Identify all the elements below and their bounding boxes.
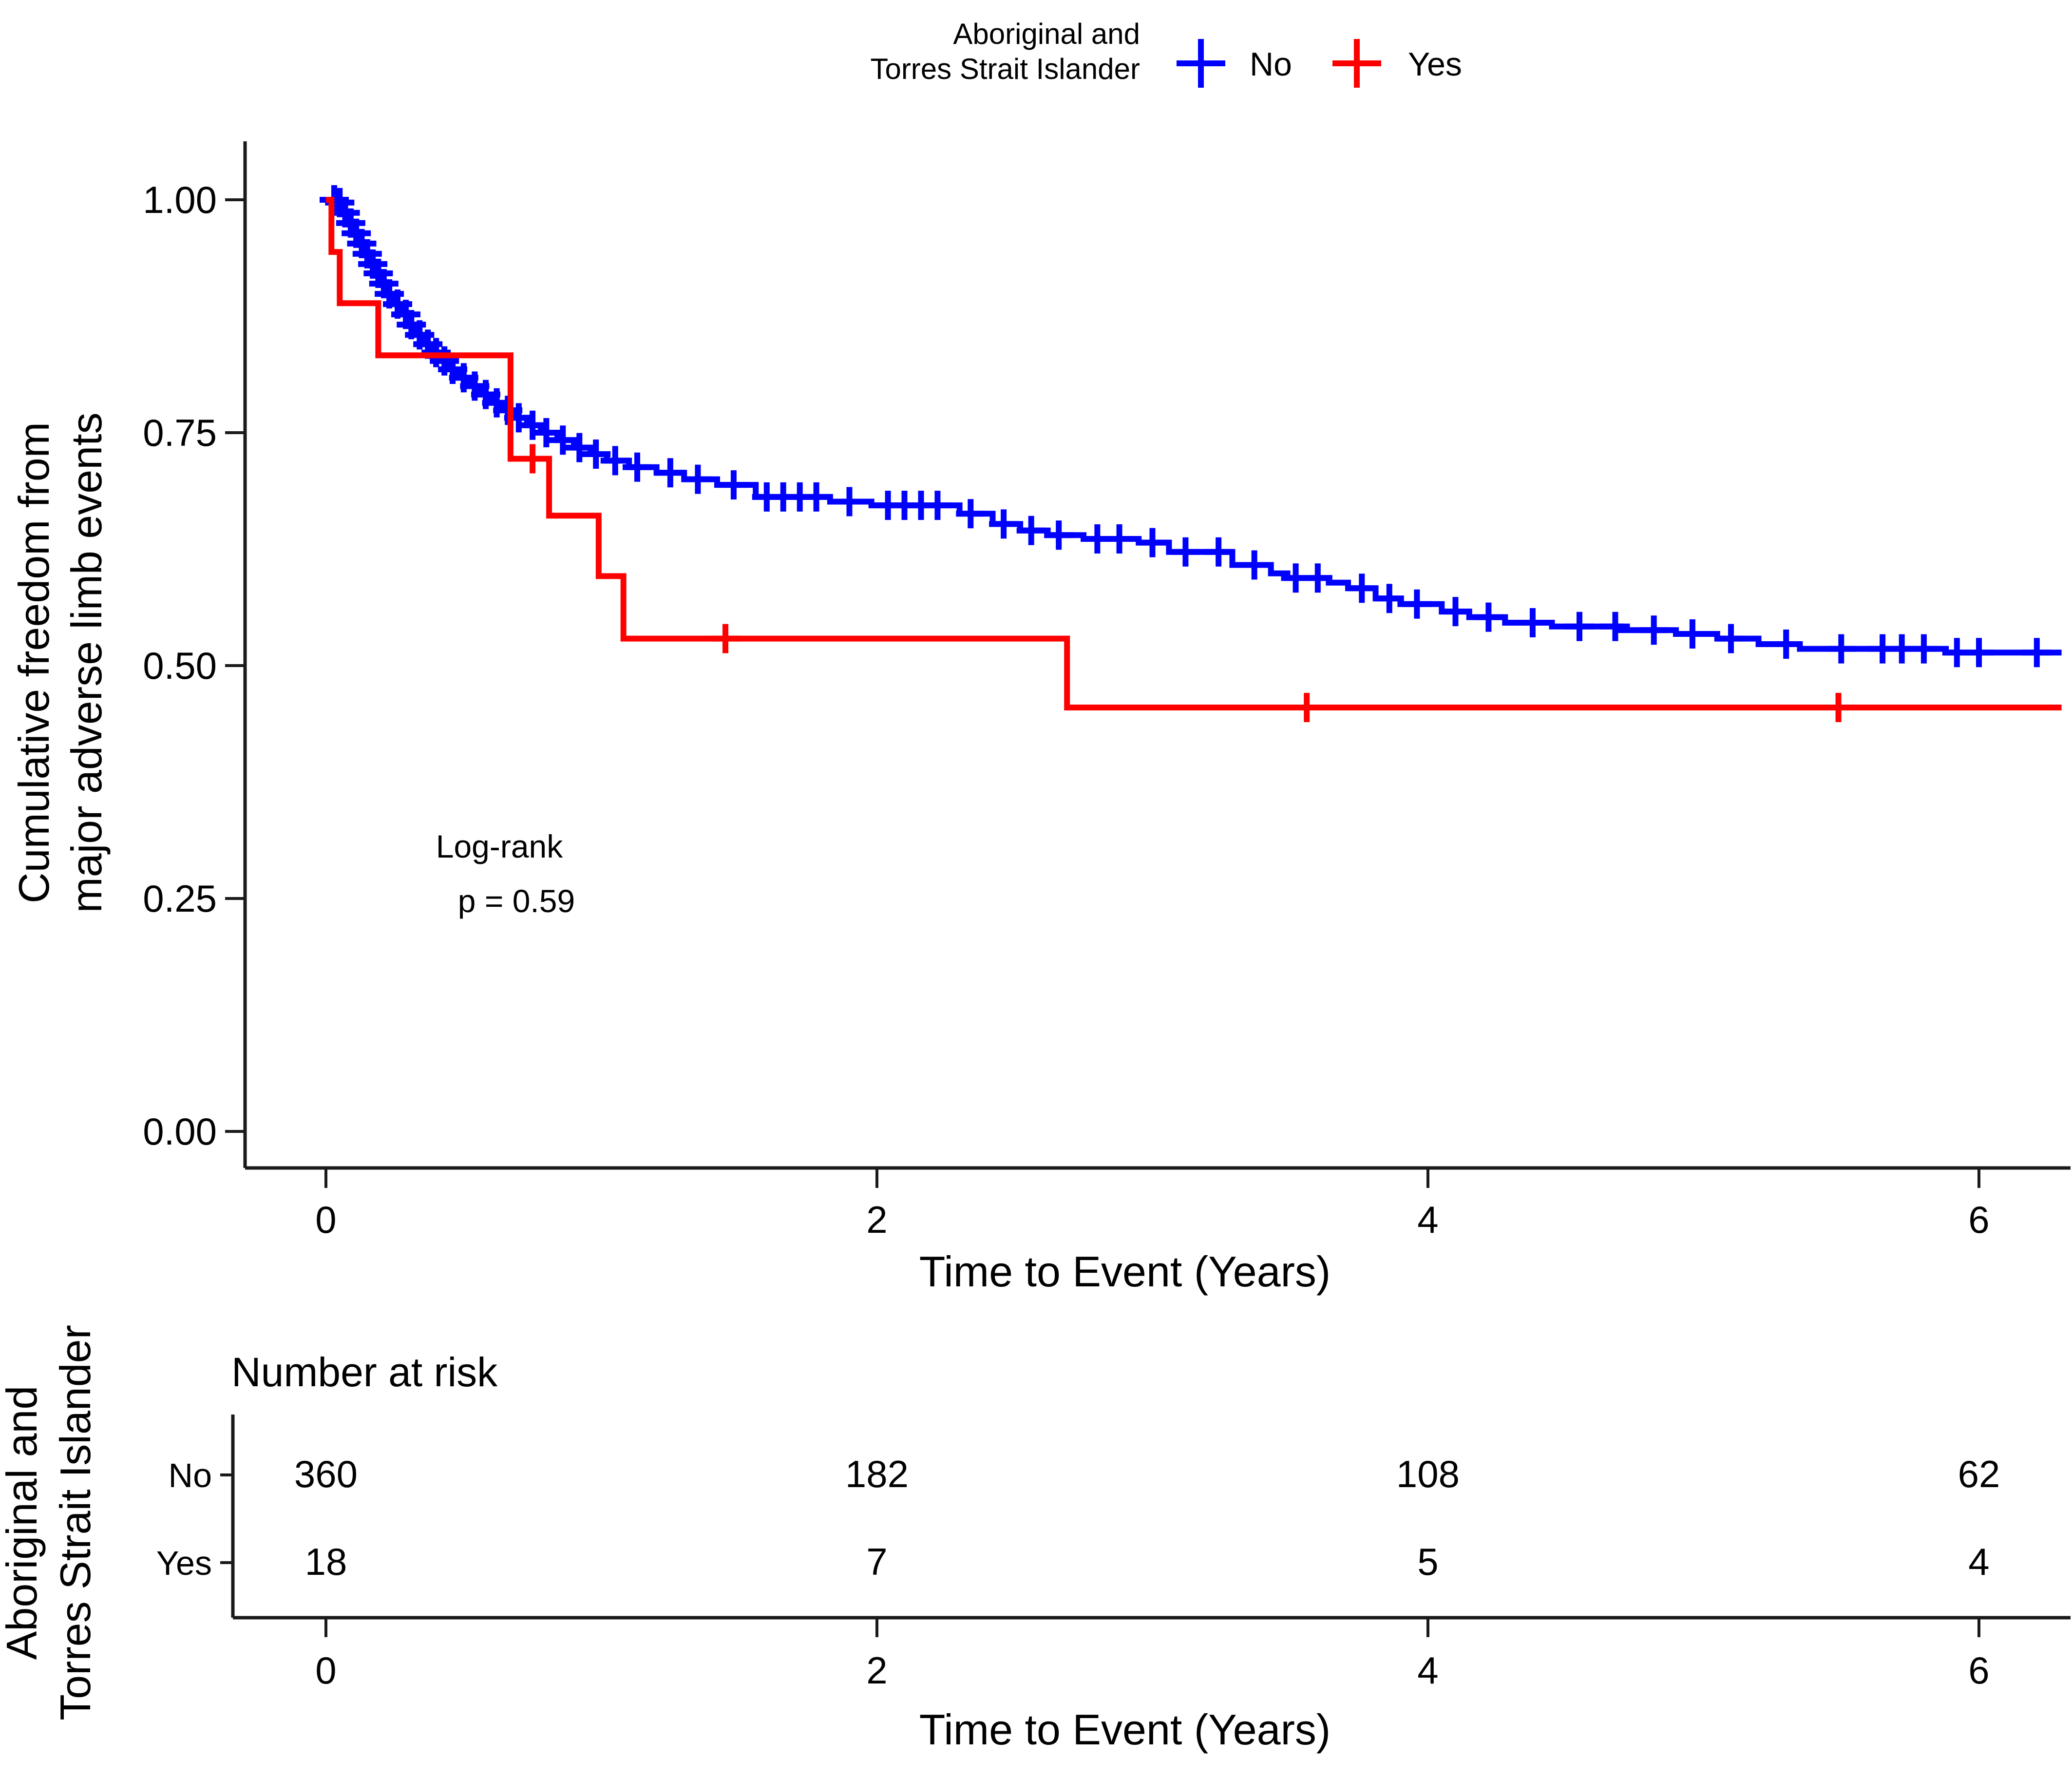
legend-title-line1: Aboriginal and — [953, 18, 1140, 50]
risk-value-yes-t2: 7 — [866, 1540, 887, 1583]
risk-value-yes-t4: 5 — [1417, 1540, 1438, 1583]
y-axis-title-line1: Cumulative freedom from — [10, 422, 58, 903]
censor-marks-no — [320, 185, 2052, 668]
legend-no-cross-icon — [1177, 39, 1225, 88]
main-plot: 1.00 0.75 0.50 0.25 0.00 0 2 4 6 Cumulative fre… — [10, 141, 2071, 1296]
y-tick-label: 0.50 — [143, 644, 217, 687]
risk-x-tick-label: 0 — [315, 1649, 336, 1692]
x-tick-label: 2 — [866, 1198, 887, 1241]
km-curves — [320, 185, 2062, 722]
risk-x-tick-label: 6 — [1968, 1649, 1989, 1692]
risk-axis-label-line1: Aboriginal and — [0, 1386, 46, 1660]
legend-item-no-label: No — [1250, 46, 1292, 83]
risk-row-label-yes: Yes — [156, 1544, 212, 1582]
risk-value-yes-t6: 4 — [1968, 1540, 1989, 1583]
risk-x-tick-label: 2 — [866, 1649, 887, 1692]
risk-values: 360 182 108 62 18 7 5 4 — [294, 1453, 2000, 1583]
x-tick-label: 6 — [1968, 1198, 1989, 1241]
legend-title-line2: Torres Strait Islander — [870, 53, 1140, 85]
risk-value-yes-t0: 18 — [305, 1540, 347, 1583]
logrank-label: Log-rank — [436, 828, 563, 864]
y-tick-label: 0.25 — [143, 877, 217, 920]
risk-value-no-t2: 182 — [845, 1453, 909, 1495]
risk-value-no-t6: 62 — [1958, 1453, 2000, 1495]
legend-yes-cross-icon — [1332, 39, 1381, 88]
y-tick-label: 0.75 — [143, 411, 217, 454]
legend-item-yes-label: Yes — [1408, 46, 1462, 83]
risk-value-no-t0: 360 — [294, 1453, 358, 1495]
risk-value-no-t4: 108 — [1396, 1453, 1460, 1495]
y-axis-title-line2: major adverse limb events — [62, 412, 111, 913]
risk-x-ticks: 0 2 4 6 — [315, 1618, 1990, 1692]
risk-row-label-no: No — [169, 1456, 212, 1494]
y-tick-label: 1.00 — [143, 178, 217, 221]
risk-x-tick-label: 4 — [1417, 1649, 1438, 1692]
x-axis-ticks: 0 2 4 6 — [315, 1168, 1990, 1241]
y-tick-label: 0.00 — [143, 1110, 217, 1153]
legend: Aboriginal and Torres Strait Islander No… — [870, 18, 1462, 88]
logrank-pvalue: p = 0.59 — [458, 883, 575, 919]
risk-table-title: Number at risk — [231, 1349, 498, 1395]
censor-marks-yes — [518, 444, 1853, 722]
x-tick-label: 4 — [1417, 1198, 1438, 1241]
risk-axis-label-line2: Torres Strait Islander — [51, 1325, 99, 1721]
risk-x-axis-title: Time to Event (Years) — [919, 1705, 1331, 1754]
x-tick-label: 0 — [315, 1198, 336, 1241]
y-axis-ticks: 1.00 0.75 0.50 0.25 0.00 — [143, 178, 245, 1153]
km-curve-no — [326, 197, 2062, 656]
x-axis-title: Time to Event (Years) — [919, 1247, 1331, 1296]
